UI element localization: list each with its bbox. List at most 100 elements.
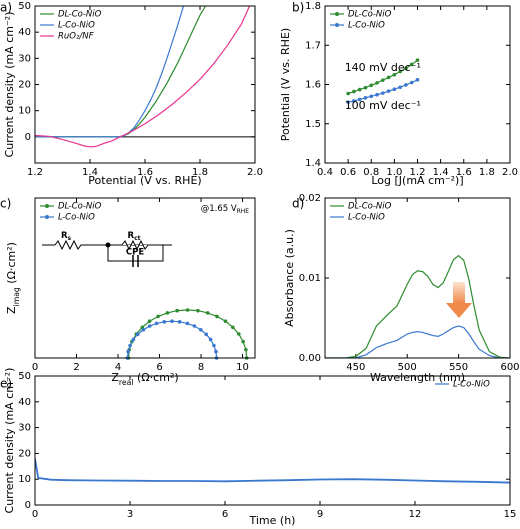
marker — [230, 325, 235, 330]
x-tick-label: 1.6 — [456, 167, 472, 178]
panel-label: a) — [0, 1, 12, 15]
y-tick-label: 50 — [18, 371, 31, 382]
marker — [141, 328, 146, 332]
x-axis-label: Potential (V vs. RHE) — [88, 174, 201, 187]
marker — [386, 75, 391, 80]
marker — [156, 314, 160, 319]
x-tick-label: 12 — [409, 509, 422, 520]
y-tick-label: 1.7 — [305, 40, 321, 51]
legend-label: L-Co-NiO — [453, 380, 490, 390]
marker — [185, 308, 190, 312]
cpe-label: CPE — [126, 248, 144, 258]
marker — [404, 83, 408, 87]
marker — [375, 92, 379, 97]
marker — [386, 89, 391, 93]
y-tick-label: 40 — [18, 27, 31, 38]
legend-label: DL-Co-NiO — [348, 10, 392, 20]
text-part: Z — [5, 306, 18, 314]
text-part: imag — [12, 287, 21, 306]
text-part: (Ω·cm²) — [5, 242, 18, 287]
x-tick-label: 1.8 — [192, 167, 208, 178]
y-tick-label: 0.01 — [299, 273, 321, 284]
marker — [398, 69, 402, 74]
y-tick-label: 40 — [18, 397, 31, 408]
marker — [192, 324, 197, 328]
marker — [346, 100, 350, 104]
marker — [199, 328, 203, 332]
y-axis-label: Potential (V vs. RHE) — [279, 28, 292, 141]
y-tick-label: 20 — [18, 80, 31, 91]
x-tick-label: 500 — [398, 362, 417, 373]
marker — [170, 319, 174, 324]
marker — [398, 85, 402, 90]
series-line — [325, 325, 510, 358]
marker — [357, 87, 362, 92]
x-tick-label: 550 — [449, 362, 468, 373]
marker — [177, 320, 182, 324]
legend-label: L-Co-NiO — [348, 213, 385, 223]
y-tick-label: 30 — [18, 53, 31, 64]
x-tick-label: 1.4 — [82, 167, 98, 178]
y-tick-label: 1.8 — [305, 1, 321, 12]
legend-label: L-Co-NiO — [58, 21, 95, 31]
marker — [241, 339, 245, 344]
marker — [363, 96, 368, 100]
y-tick-label: 1.6 — [305, 80, 321, 91]
legend-label: DL-Co-NiO — [58, 202, 102, 212]
y-tick-label: 0.02 — [299, 193, 321, 204]
x-tick-label: 1.6 — [137, 167, 153, 178]
marker — [346, 91, 350, 96]
marker — [404, 66, 408, 71]
marker — [215, 314, 219, 319]
series-line — [325, 254, 510, 358]
x-tick-label: 9 — [317, 509, 323, 520]
panel-label: b) — [292, 1, 304, 15]
x-tick-label: 450 — [346, 362, 365, 373]
marker — [126, 349, 130, 354]
text-part: @1.65 V — [201, 204, 237, 214]
marker — [375, 81, 379, 85]
x-tick-label: 1.4 — [433, 167, 449, 178]
x-tick-label: 3 — [127, 509, 133, 520]
marker — [147, 324, 152, 328]
x-axis-label: Wavelength (nm) — [370, 371, 465, 384]
marker — [381, 91, 385, 95]
marker — [363, 85, 368, 90]
x-tick-label: 1.2 — [410, 167, 426, 178]
y-axis-label: Current density (mA cm⁻²) — [3, 368, 16, 514]
legend-label: DL-Co-NiO — [58, 10, 102, 20]
marker — [357, 97, 362, 102]
cpe — [132, 255, 139, 267]
legend-label: DL-Co-NiO — [348, 202, 392, 212]
marker — [131, 337, 136, 342]
marker — [223, 319, 228, 324]
x-tick-label: 6 — [156, 362, 162, 373]
legend-label: L-Co-NiO — [348, 21, 385, 31]
x-tick-label: 4 — [115, 362, 121, 373]
x-axis-label: Log [J(mA cm⁻²)] — [371, 174, 463, 187]
y-tick-label: 0 — [25, 132, 31, 143]
x-tick-label: 0.8 — [363, 167, 379, 178]
x-tick-label: 10 — [236, 362, 249, 373]
y-tick-label: 50 — [18, 1, 31, 12]
marker — [369, 94, 374, 99]
marker — [214, 349, 218, 354]
plot-frame — [34, 5, 256, 164]
text-part: s — [68, 235, 72, 242]
marker — [147, 319, 152, 324]
y-axis-label: Absorbance (a.u.) — [283, 229, 296, 327]
slope-annotation: 100 mV dec⁻¹ — [345, 99, 421, 112]
legend-marker — [45, 215, 49, 219]
marker — [135, 332, 140, 337]
marker — [415, 58, 420, 62]
x-tick-label: 0 — [32, 362, 38, 373]
x-tick-label: 0 — [32, 509, 38, 520]
marker — [162, 320, 167, 324]
y-tick-label: 20 — [18, 448, 31, 459]
text-part: Z — [111, 371, 119, 384]
legend-label: L-Co-NiO — [58, 213, 95, 223]
marker — [212, 343, 216, 348]
y-axis-label: Zimag (Ω·cm²) — [5, 242, 21, 314]
plot-frame — [34, 375, 511, 506]
x-tick-label: 600 — [500, 362, 519, 373]
